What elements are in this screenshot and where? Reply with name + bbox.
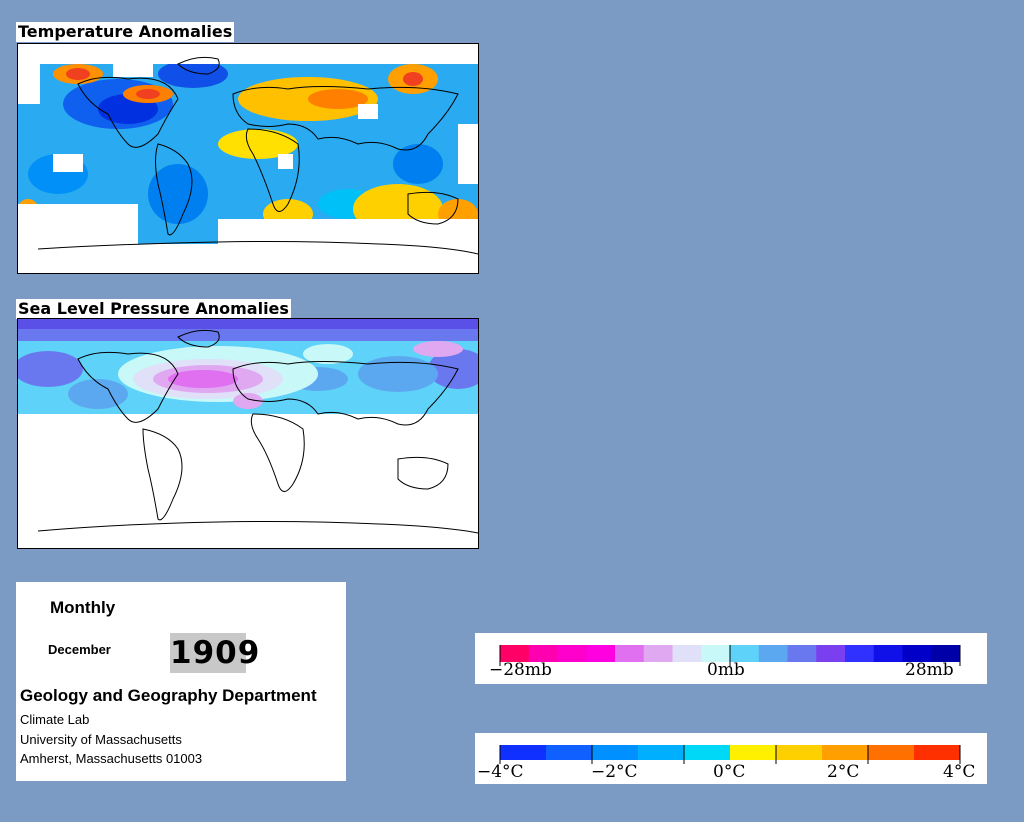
pressure-colorbar-swatch [902,645,932,662]
pressure-colorbar-swatch [730,645,760,662]
pressure-colorbar-swatch [672,645,702,662]
address-line: Amherst, Massachusetts 01003 [20,751,203,766]
temp-legend-label-4: 4°C [943,762,976,782]
pressure-colorbar-swatch [557,645,587,662]
temp-legend-label-neg4: −4°C [477,762,524,782]
pressure-legend-max-label: 28mb [905,660,954,680]
temp-legend-label-neg2: −2°C [591,762,638,782]
pressure-colorbar-swatch [873,645,903,662]
temperature-colorbar [499,745,961,764]
temperature-colorbar-swatch [822,745,869,760]
pressure-legend-min-label: −28mb [489,660,552,680]
pressure-colorbar-swatch [931,645,961,662]
pressure-map-title: Sea Level Pressure Anomalies [16,299,291,319]
temperature-colorbar-swatch [546,745,593,760]
pressure-colorbar-swatch [615,645,645,662]
pressure-colorbar-swatch [500,645,530,662]
lab-name: Climate Lab [20,712,90,727]
temperature-legend: −4°C −2°C 0°C 2°C 4°C [475,733,987,784]
temperature-colorbar-swatch [638,745,685,760]
pressure-legend: −28mb 0mb 28mb [475,633,987,684]
frequency-label: Monthly [50,598,116,617]
temperature-colorbar-swatch [684,745,731,760]
temperature-colorbar-swatch [730,745,777,760]
pressure-colorbar-swatch [787,645,817,662]
year-display: 1909 [170,633,261,673]
pressure-colorbar [499,645,961,666]
month-label: December [48,642,111,657]
temperature-colorbar-swatch [868,745,915,760]
pressure-anomaly-map [17,318,479,549]
pressure-colorbar-swatch [643,645,673,662]
pressure-colorbar-swatch [845,645,875,662]
temperature-anomaly-map [17,43,479,274]
pressure-colorbar-swatch [701,645,731,662]
pressure-legend-zero-label: 0mb [707,660,745,680]
temperature-map-canvas [18,44,478,273]
temperature-colorbar-swatch [914,745,961,760]
temp-legend-label-0: 0°C [713,762,746,782]
temperature-colorbar-swatch [500,745,547,760]
temperature-colorbar-swatch [592,745,639,760]
info-panel: Monthly December 1909 Geology and Geogra… [16,582,346,781]
temp-legend-label-2: 2°C [827,762,860,782]
pressure-colorbar-swatch [816,645,846,662]
temperature-map-title: Temperature Anomalies [16,22,235,42]
pressure-map-canvas [18,319,478,548]
temperature-colorbar-swatch [776,745,823,760]
pressure-colorbar-swatch [758,645,788,662]
pressure-colorbar-swatch [586,645,616,662]
pressure-colorbar-swatch [528,645,558,662]
university-name: University of Massachusetts [20,732,182,747]
department-name: Geology and Geography Department [20,686,317,705]
